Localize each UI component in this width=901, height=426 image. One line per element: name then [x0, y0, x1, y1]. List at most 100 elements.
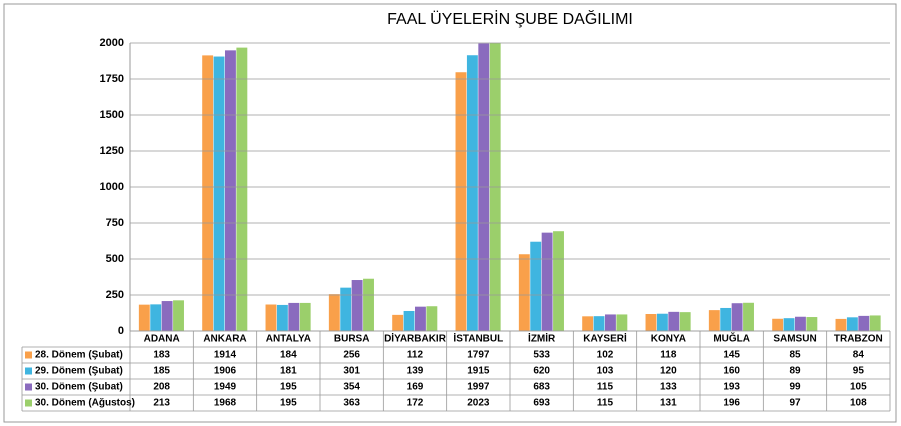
table-value: 1997	[467, 382, 490, 393]
bar	[138, 304, 150, 331]
table-value: 102	[597, 350, 614, 361]
table-value: 195	[280, 382, 297, 393]
table-value: 108	[850, 398, 867, 409]
bar	[288, 302, 300, 331]
legend-label: 30. Dönem (Ağustos)	[35, 398, 135, 409]
x-tick-label: BURSA	[334, 334, 370, 345]
bar	[806, 317, 818, 331]
x-tick-label: SAMSUN	[773, 334, 816, 345]
bar	[518, 254, 530, 331]
table-value: 118	[660, 350, 677, 361]
table-value: 145	[723, 350, 740, 361]
y-tick-label: 1000	[100, 181, 124, 193]
table-value: 193	[723, 382, 740, 393]
table-value: 105	[850, 382, 867, 393]
bar	[858, 315, 870, 331]
table-value: 172	[407, 398, 424, 409]
bar	[351, 280, 363, 331]
legend-label: 29. Dönem (Şubat)	[35, 366, 123, 377]
table-value: 1949	[214, 382, 237, 393]
bar	[340, 287, 352, 331]
table-value: 115	[597, 398, 614, 409]
bar	[593, 316, 605, 331]
table-value: 183	[153, 350, 170, 361]
legend-label: 28. Dönem (Şubat)	[35, 350, 123, 361]
table-value: 213	[153, 398, 170, 409]
legend-swatch	[25, 367, 32, 375]
table-value: 208	[153, 382, 170, 393]
table-value: 85	[789, 350, 801, 361]
bar	[213, 56, 225, 331]
y-tick-label: 500	[106, 253, 124, 265]
bar	[645, 314, 657, 331]
bar	[415, 306, 426, 331]
table-value: 363	[343, 398, 360, 409]
y-tick-label: 250	[106, 289, 124, 301]
table-value: 89	[789, 366, 801, 377]
table-value: 1797	[467, 350, 490, 361]
bar	[299, 302, 311, 331]
table-value: 160	[723, 366, 740, 377]
bar	[656, 313, 668, 331]
bar	[553, 231, 564, 331]
legend-swatch	[25, 351, 32, 359]
bar	[869, 315, 881, 331]
table-value: 1906	[214, 366, 237, 377]
y-tick-label: 0	[118, 325, 124, 337]
table-value: 84	[853, 350, 865, 361]
plot-area	[138, 43, 881, 331]
x-tick-label: KAYSERİ	[583, 332, 627, 345]
bar	[328, 294, 340, 331]
bar	[708, 310, 720, 331]
table-value: 185	[153, 366, 170, 377]
bar	[720, 307, 732, 331]
legend-swatch	[25, 383, 32, 391]
bar	[795, 316, 806, 331]
bar	[202, 55, 214, 331]
table-value: 196	[723, 398, 740, 409]
x-tick-label: ANTALYA	[266, 334, 311, 345]
table-value: 354	[343, 382, 360, 393]
chart-border	[3, 3, 897, 423]
bar	[835, 318, 847, 331]
table-value: 133	[660, 382, 677, 393]
table-value: 120	[660, 366, 677, 377]
bar	[541, 232, 553, 331]
y-tick-label: 750	[106, 217, 124, 229]
bar	[236, 47, 248, 331]
legend-label: 30. Dönem (Şubat)	[35, 382, 123, 393]
x-tick-label: KONYA	[651, 334, 686, 345]
table-value: 683	[533, 382, 550, 393]
table-value: 301	[343, 366, 360, 377]
table-value: 1914	[214, 350, 237, 361]
bar	[426, 306, 438, 331]
bar	[363, 278, 374, 331]
bar	[150, 304, 162, 331]
bar	[783, 318, 795, 331]
bar	[276, 304, 288, 331]
bar	[403, 310, 415, 331]
table-value: 131	[660, 398, 677, 409]
bar	[265, 304, 277, 331]
y-tick-label: 1500	[100, 109, 124, 121]
table-value: 2023	[467, 398, 490, 409]
y-tick-label: 2000	[100, 37, 124, 49]
bar	[161, 301, 173, 331]
x-tick-label: MUĞLA	[713, 332, 750, 345]
table-value: 693	[533, 398, 550, 409]
bar	[582, 316, 594, 331]
bar	[225, 50, 236, 331]
table-value: 533	[533, 350, 550, 361]
x-tick-label: ANKARA	[203, 334, 246, 345]
x-tick-label: İSTANBUL	[453, 332, 503, 345]
bar	[392, 314, 404, 331]
bar	[489, 43, 501, 331]
table-value: 1968	[214, 398, 237, 409]
table-value: 115	[597, 382, 614, 393]
table-value: 95	[853, 366, 865, 377]
bar	[605, 314, 616, 331]
table-value: 256	[343, 350, 360, 361]
table-value: 184	[280, 350, 297, 361]
table-value: 97	[789, 398, 801, 409]
